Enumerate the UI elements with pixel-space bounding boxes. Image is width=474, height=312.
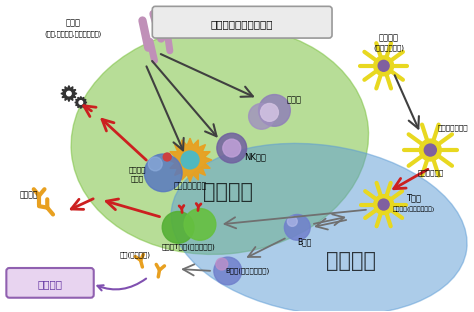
Text: B細胞(プラズマ細胞): B細胞(プラズマ細胞) <box>226 268 270 274</box>
Ellipse shape <box>71 26 368 254</box>
Polygon shape <box>61 85 77 101</box>
Text: T細胞: T細胞 <box>406 193 421 202</box>
Text: 免疫記憶: 免疫記憶 <box>37 279 63 289</box>
Circle shape <box>214 257 242 285</box>
Circle shape <box>217 133 246 163</box>
Circle shape <box>79 101 82 104</box>
Text: キラーT細胞(細胞性免疫): キラーT細胞(細胞性免疫) <box>161 244 215 251</box>
Polygon shape <box>168 138 212 182</box>
Text: を攻撃: を攻撃 <box>131 175 144 182</box>
Circle shape <box>378 60 389 71</box>
Text: 樹状細胞: 樹状細胞 <box>379 34 399 42</box>
Circle shape <box>184 208 216 240</box>
Text: 情報交換(サイトカイン): 情報交換(サイトカイン) <box>392 207 435 212</box>
Circle shape <box>419 139 441 161</box>
Circle shape <box>181 151 199 169</box>
Circle shape <box>258 95 290 126</box>
Text: 抗体(液性免疫): 抗体(液性免疫) <box>120 252 151 258</box>
Text: 病原体: 病原体 <box>65 19 81 28</box>
Text: 集中攻撃: 集中攻撃 <box>20 190 38 199</box>
Text: NK細胞: NK細胞 <box>244 153 265 162</box>
Ellipse shape <box>171 144 467 312</box>
Circle shape <box>67 91 71 96</box>
Circle shape <box>378 199 389 210</box>
Circle shape <box>424 144 437 156</box>
Text: 病原体発見と初期攻擃: 病原体発見と初期攻擃 <box>210 19 273 29</box>
FancyBboxPatch shape <box>152 6 332 38</box>
Circle shape <box>163 153 171 161</box>
Text: リンパ節へ移動: リンパ節へ移動 <box>438 124 468 130</box>
Text: 好中球: 好中球 <box>287 95 302 104</box>
Circle shape <box>284 214 310 240</box>
Circle shape <box>261 104 278 121</box>
Text: B細胞: B細胞 <box>297 238 311 247</box>
Circle shape <box>162 212 194 243</box>
Text: 抗原ペプチド: 抗原ペプチド <box>417 169 444 176</box>
Text: 獲得免疫: 獲得免疫 <box>326 251 376 271</box>
Circle shape <box>148 157 162 171</box>
Text: 自然免疫: 自然免疫 <box>203 182 253 202</box>
Circle shape <box>287 217 297 227</box>
Circle shape <box>216 258 228 270</box>
Polygon shape <box>75 96 87 109</box>
Circle shape <box>145 154 182 192</box>
Circle shape <box>374 56 393 76</box>
Circle shape <box>374 195 393 214</box>
Text: (抗原提示細胞): (抗原提示細胞) <box>373 45 404 51</box>
Text: 感染細胞: 感染細胞 <box>128 167 146 173</box>
Circle shape <box>223 139 241 157</box>
FancyBboxPatch shape <box>6 268 94 298</box>
Text: (細菌,ウィルス,ガン細胞など): (細菌,ウィルス,ガン細胞など) <box>44 31 101 37</box>
Text: マクロファージ: マクロファージ <box>173 181 207 190</box>
Circle shape <box>249 104 274 129</box>
